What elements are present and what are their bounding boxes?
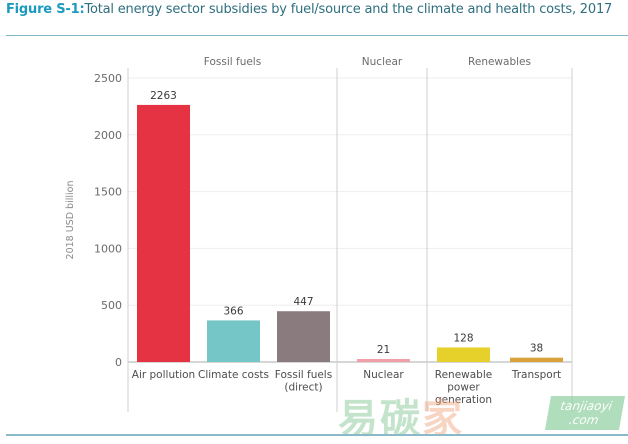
category-label-1: Climate costs [198,369,269,381]
y-tick-2500: 2500 [94,72,122,85]
group-label-renewables: Renewables [468,56,531,68]
value-labels: 2263 366 447 21 128 38 [150,90,543,356]
watermark-badge: tanjiaoyi .com [545,396,625,430]
y-tick-0: 0 [115,356,122,369]
value-label-0: 2263 [150,90,177,102]
bar-renewable-power-generation [437,347,490,362]
watermark-badge-line2: .com [567,413,600,427]
value-label-4: 128 [453,332,473,344]
bar-air-pollution [137,104,190,362]
figure-caption: Total energy sector subsidies by fuel/so… [84,2,613,17]
category-label-line: Renewable [435,369,492,381]
figure-label: Figure S-1: [6,2,85,17]
category-label-line: Transport [511,369,561,381]
y-tick-500: 500 [101,299,122,312]
category-label-3: Nuclear [363,369,404,381]
group-dividers [127,68,573,412]
bar-nuclear [357,359,410,362]
group-labels: Fossil fuels Nuclear Renewables [204,56,531,68]
category-labels: Air pollution Climate costs Fossil fuels (d… [132,369,561,406]
value-label-3: 21 [377,344,390,356]
y-tick-2000: 2000 [94,129,122,142]
bars [137,104,563,362]
group-label-fossil-fuels: Fossil fuels [204,56,261,68]
group-label-nuclear: Nuclear [362,56,403,68]
value-label-2: 447 [293,296,313,308]
bottom-divider [6,434,628,436]
figure-title: Figure S-1:Total energy sector subsidies… [6,2,612,17]
category-label-line: Nuclear [363,369,404,381]
gridlines [128,77,572,363]
category-label-line: Climate costs [198,369,269,381]
y-tick-1000: 1000 [94,242,122,255]
category-label-line: (direct) [284,382,322,394]
category-label-line: generation [435,394,492,406]
top-divider [6,35,628,36]
watermark-badge-line1: tanjiaoyi [559,399,614,413]
category-label-0: Air pollution [132,369,195,381]
bar-fossil-fuels-direct- [277,311,330,362]
bar-climate-costs [207,320,260,362]
category-label-line: Fossil fuels [275,369,332,381]
bar-transport [510,357,563,362]
category-label-line: Air pollution [132,369,195,381]
value-label-5: 38 [530,343,543,355]
y-tick-1500: 1500 [94,186,122,199]
category-label-2: Fossil fuels (direct) [275,369,332,394]
y-tick-labels: 0 500 1000 1500 2000 2500 [94,72,122,369]
category-label-4: Renewable power generation [435,369,492,406]
category-label-line: power [447,382,480,394]
value-label-1: 366 [223,305,243,317]
y-axis-label: 2018 USD billion [65,181,76,260]
category-label-5: Transport [511,369,561,381]
